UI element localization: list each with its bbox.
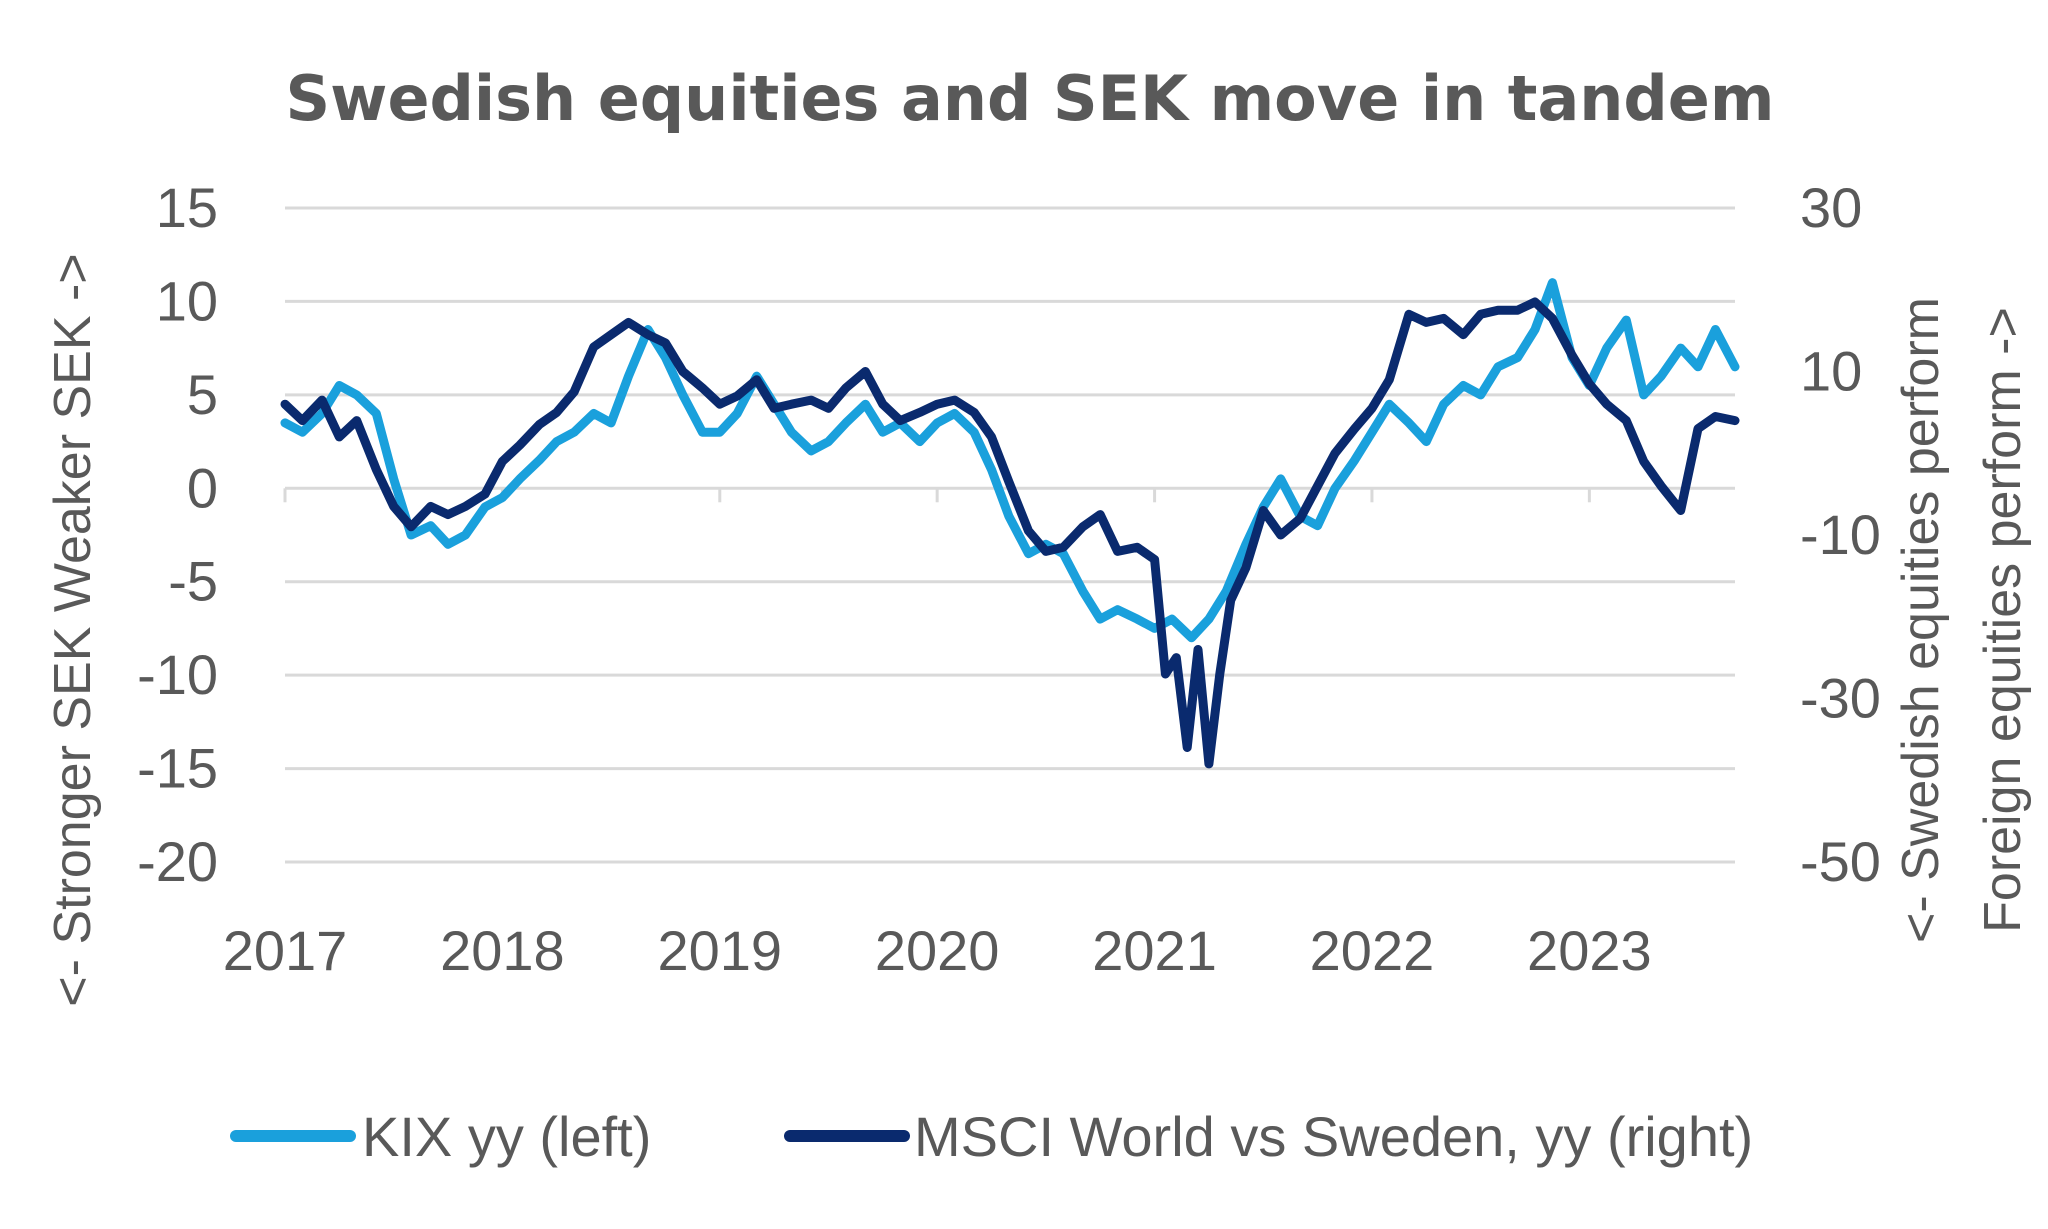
right-tick-label: -50 bbox=[1800, 830, 1881, 893]
right-axis-label-line-2: Foreign equities perform -> bbox=[1974, 307, 2032, 933]
legend-label-kix: KIX yy (left) bbox=[362, 1105, 651, 1168]
left-tick-label: 10 bbox=[156, 269, 218, 332]
series-line-msci bbox=[280, 297, 1740, 769]
series-lines bbox=[280, 278, 1740, 769]
x-tick-label: 2020 bbox=[875, 919, 1000, 982]
right-tick-label: -10 bbox=[1800, 503, 1881, 566]
left-tick-label: 0 bbox=[187, 456, 218, 519]
series-line-kix bbox=[280, 278, 1740, 643]
right-tick-label: 30 bbox=[1800, 176, 1862, 239]
x-tick-label: 2021 bbox=[1092, 919, 1217, 982]
legend-label-msci: MSCI World vs Sweden, yy (right) bbox=[914, 1105, 1753, 1168]
right-tick-label: -30 bbox=[1800, 667, 1881, 730]
right-axis-label-line-1: <- Swedish equities perform bbox=[1892, 297, 1950, 943]
x-tick-label: 2022 bbox=[1310, 919, 1435, 982]
left-tick-label: -15 bbox=[137, 737, 218, 800]
left-tick-label: -20 bbox=[137, 830, 218, 893]
x-tick-label: 2019 bbox=[657, 919, 782, 982]
x-tick-label: 2018 bbox=[440, 919, 565, 982]
x-tick-label: 2023 bbox=[1527, 919, 1652, 982]
left-y-axis: 15 10 5 0 -5 -10 -15 -20 bbox=[137, 176, 218, 893]
right-tick-label: 10 bbox=[1800, 340, 1862, 403]
left-tick-label: 15 bbox=[156, 176, 218, 239]
gridlines bbox=[283, 206, 1735, 864]
legend: KIX yy (left) MSCI World vs Sweden, yy (… bbox=[230, 1105, 1753, 1168]
left-tick-label: 5 bbox=[187, 363, 218, 426]
chart-title: Swedish equities and SEK move in tandem bbox=[286, 62, 1775, 135]
right-y-axis: 30 10 -10 -30 -50 bbox=[1800, 176, 1881, 893]
left-tick-label: -10 bbox=[137, 643, 218, 706]
x-axis: 2017 2018 2019 2020 2021 2022 2023 bbox=[223, 919, 1652, 982]
left-tick-label: -5 bbox=[168, 550, 218, 613]
left-axis-label: <- Stronger SEK Weaker SEK -> bbox=[44, 253, 102, 1006]
x-tick-label: 2017 bbox=[223, 919, 348, 982]
